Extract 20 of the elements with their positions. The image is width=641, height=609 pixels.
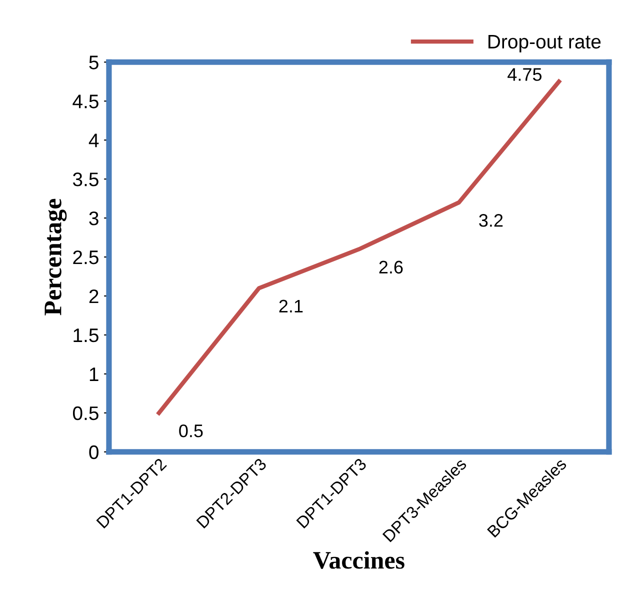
- y-tick-label: 3: [89, 211, 98, 226]
- y-tick-label: 2: [89, 289, 98, 304]
- y-tick-label: 1: [90, 368, 98, 381]
- y-tick-label: 5: [89, 56, 98, 70]
- data-label: 2.1: [279, 300, 303, 312]
- data-label: 2.6: [379, 260, 403, 274]
- data-label: 4.75: [508, 68, 542, 81]
- y-tick-label: 4: [88, 134, 99, 148]
- y-tick-label: 2.5: [73, 250, 98, 264]
- legend-label: Drop-out rate: [488, 35, 601, 52]
- y-tick-label: 4.5: [72, 94, 98, 108]
- y-tick-label: 0: [89, 445, 98, 460]
- data-label: 0.5: [179, 424, 203, 438]
- x-axis-title: Vaccines: [313, 551, 404, 569]
- y-tick-label: 3.5: [72, 172, 98, 186]
- data-label: 3.2: [479, 214, 503, 227]
- line-series: [156, 80, 562, 415]
- y-axis-title: Percentage: [44, 198, 67, 316]
- y-tick-label: 0.5: [72, 406, 98, 420]
- y-tick-label: 1.5: [74, 328, 98, 342]
